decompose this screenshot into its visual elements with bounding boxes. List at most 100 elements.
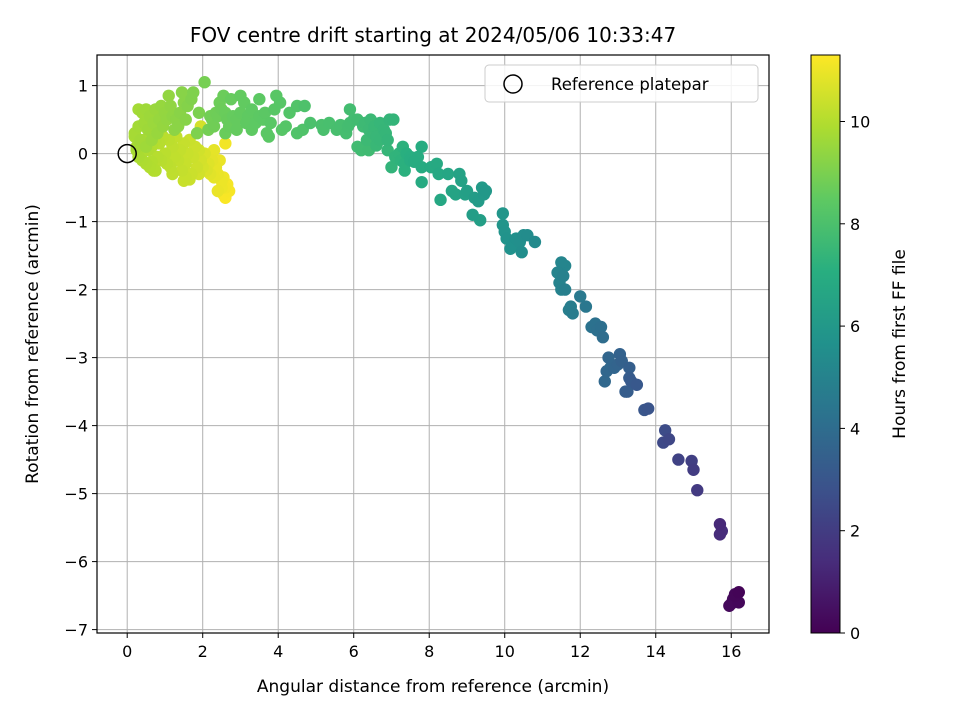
legend: Reference platepar: [484, 64, 759, 103]
data-point: [602, 351, 615, 364]
data-point: [415, 175, 428, 189]
chart-title: FOV centre drift starting at 2024/05/06 …: [190, 23, 676, 47]
data-points: [128, 76, 745, 612]
data-point: [566, 307, 579, 320]
data-point: [387, 113, 400, 126]
data-point: [398, 164, 411, 177]
data-point: [343, 103, 357, 116]
data-point: [432, 167, 445, 181]
data-point: [466, 208, 479, 221]
y-tick-label: −5: [64, 485, 88, 504]
data-point: [479, 184, 493, 198]
data-point: [515, 246, 528, 259]
reference-marker: [117, 143, 137, 164]
data-point: [558, 283, 572, 296]
data-point: [304, 116, 317, 130]
data-point: [594, 320, 608, 334]
data-point: [207, 144, 221, 157]
y-tick-label: −1: [64, 213, 88, 232]
colorbar-tick-label: 8: [850, 215, 860, 234]
data-point: [434, 193, 447, 207]
data-point: [381, 133, 394, 147]
data-point: [449, 188, 462, 201]
y-tick-label: −3: [64, 349, 88, 368]
data-point: [298, 99, 311, 113]
data-point: [190, 127, 204, 140]
legend-marker-icon: [503, 74, 523, 94]
colorbar-label: Hours from first FF file: [890, 249, 910, 439]
data-point: [596, 331, 610, 344]
data-point: [273, 96, 287, 109]
plot-frame: [96, 54, 770, 634]
data-point: [496, 207, 510, 220]
legend-label: Reference platepar: [551, 75, 709, 94]
colorbar-tick-label: 6: [850, 317, 860, 336]
data-point: [211, 184, 225, 198]
data-point: [415, 140, 428, 153]
x-tick-label: 2: [198, 642, 208, 661]
reference-point-icon: [117, 143, 137, 164]
data-point: [187, 86, 200, 99]
data-point: [713, 518, 727, 531]
data-point: [430, 157, 443, 170]
data-point: [555, 256, 568, 269]
x-tick-label: 12: [570, 642, 590, 661]
x-axis-ticks: 0 2 4 6 8 10 12 14 16: [122, 633, 741, 661]
colorbar-tick-label: 4: [850, 419, 860, 438]
y-tick-label: −2: [64, 281, 88, 300]
y-tick-label: 1: [78, 77, 88, 96]
data-point: [713, 528, 727, 541]
y-axis-ticks: 1 0 −1 −2 −3 −4 −5 −6 −7: [64, 77, 97, 640]
x-tick-label: 14: [646, 642, 666, 661]
data-point: [723, 599, 736, 612]
x-tick-label: 10: [495, 642, 515, 661]
data-point: [598, 375, 611, 388]
data-point: [732, 586, 745, 599]
data-point: [528, 235, 542, 249]
data-point: [279, 120, 292, 133]
colorbar: 0 2 4 6 8 10 Hours from first FF file: [810, 54, 910, 643]
data-point: [207, 120, 221, 133]
data-point: [415, 161, 428, 174]
data-point: [385, 161, 398, 174]
y-tick-label: −6: [64, 553, 88, 572]
data-point: [262, 130, 275, 143]
x-tick-label: 6: [349, 642, 359, 661]
y-tick-label: −4: [64, 417, 88, 436]
data-point: [579, 300, 593, 313]
data-point: [230, 123, 243, 136]
data-point: [691, 484, 704, 497]
data-point: [179, 113, 192, 126]
data-point: [175, 164, 189, 177]
data-point: [219, 137, 232, 150]
colorbar-tick-label: 0: [850, 624, 860, 643]
x-tick-label: 4: [273, 642, 283, 661]
data-point: [662, 433, 676, 446]
colorbar-tick-label: 10: [850, 112, 870, 131]
x-tick-label: 0: [122, 642, 132, 661]
data-point: [455, 174, 468, 187]
x-axis-label: Angular distance from reference (arcmin): [257, 677, 609, 697]
data-point: [192, 106, 206, 120]
legend-box: [484, 64, 759, 103]
data-point: [175, 86, 189, 99]
data-point: [630, 378, 644, 391]
colorbar-gradient: [810, 54, 841, 634]
colorbar-ticks: 0 2 4 6 8 10: [840, 112, 870, 643]
data-point: [253, 93, 266, 106]
data-point: [224, 93, 238, 106]
x-tick-label: 16: [721, 642, 741, 661]
data-point: [623, 361, 636, 374]
data-point: [162, 89, 175, 103]
data-point: [557, 269, 570, 283]
data-point: [198, 76, 211, 89]
data-point: [441, 167, 455, 181]
data-point: [164, 99, 177, 113]
data-point: [687, 463, 700, 476]
y-axis-label: Rotation from reference (arcmin): [23, 204, 43, 484]
data-point: [264, 116, 277, 130]
data-point: [574, 290, 587, 303]
y-tick-label: −7: [64, 621, 88, 640]
y-tick-label: 0: [78, 145, 88, 164]
